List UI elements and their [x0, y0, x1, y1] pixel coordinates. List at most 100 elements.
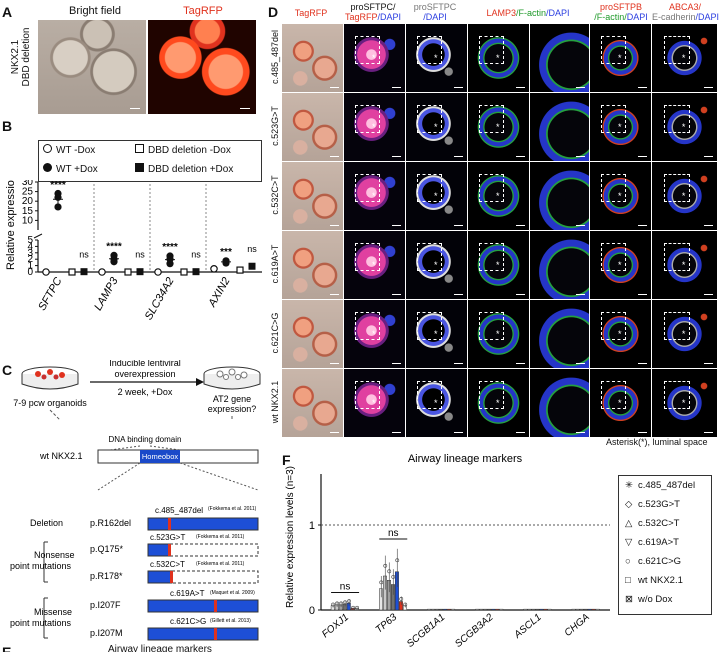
scale-bar: [516, 293, 525, 295]
col-header-line: ABCA3/: [668, 2, 701, 12]
i207m-bar: [147, 627, 259, 641]
bar: [338, 604, 343, 611]
luminal-space-asterisk: *: [434, 190, 438, 201]
scale-bar: [704, 224, 713, 226]
point-wt-minus-dox: [154, 268, 162, 276]
zoom-box: [600, 243, 627, 272]
i207f-protein: p.I207F: [90, 600, 121, 610]
zoom-box: [600, 381, 627, 410]
legend-item: ⊠ w/o Dox: [619, 590, 711, 609]
step-title-2: overexpression: [114, 369, 175, 379]
bar: [527, 608, 532, 611]
missense-group-1: Missense: [34, 607, 72, 617]
micrograph-tile: *: [652, 162, 717, 230]
zoom-box: [416, 381, 443, 410]
x-tick-label: SCGB1A1: [405, 612, 447, 650]
scale-bar: [330, 155, 339, 157]
point-wt-plus-dox: [222, 259, 230, 267]
luminal-space-asterisk: *: [681, 328, 686, 339]
col-header-prosftpc-dapi: proSFTPC /DAPI: [404, 2, 466, 22]
x-tick-label: TP63: [374, 612, 400, 636]
scale-bar: [576, 86, 585, 88]
scale-bar: [392, 431, 401, 433]
legend-item: ▽ c.619A>T: [619, 533, 711, 552]
scale-bar: [516, 362, 525, 364]
point-wt-plus-dox: [54, 203, 62, 211]
bar: [499, 608, 504, 611]
panel-a-row-label-2: DBD deletion: [21, 27, 32, 87]
q175-mutation: c.523G>T: [150, 533, 185, 542]
y-tick-label: 0: [309, 605, 315, 617]
r178-truncated: [171, 570, 259, 584]
panel-e-letter: E: [2, 644, 12, 652]
luminal-space-asterisk: *: [618, 328, 622, 339]
col-header-abca3: ABCA3/ E-cadherin/DAPI: [652, 2, 719, 22]
micrograph-tile: [282, 369, 343, 437]
zoom-box: [478, 243, 505, 272]
scale-bar: [240, 107, 250, 109]
significance-label: ****: [50, 180, 66, 191]
zoom-box: [663, 105, 691, 134]
panel-e-partial-title: Airway lineage markers: [108, 644, 212, 652]
luminal-space-asterisk: *: [496, 328, 500, 339]
legend-label: WT +Dox: [56, 164, 98, 175]
point-wt-minus-dox: [210, 265, 218, 273]
legend-item: □ wt NKX2.1: [619, 571, 711, 590]
col-header-dapi-part: /DAPI: [377, 12, 402, 22]
legend-label: DBD deletion -Dox: [148, 145, 231, 156]
q175-truncated: [169, 543, 259, 557]
zoom-box: [478, 105, 505, 134]
col-header-ecad-part: E-cadherin: [652, 12, 696, 22]
micrograph-tile: [282, 300, 343, 368]
zoom-box: [416, 36, 443, 65]
point-dbd-plus-dox: [136, 268, 144, 276]
arrow-head: [196, 378, 204, 386]
i207f-mutation: c.619A>T: [170, 589, 205, 598]
y-tick-label: 4: [27, 241, 33, 252]
luminal-space-asterisk: *: [372, 259, 376, 270]
x-tick-label: SCGB3A2: [453, 612, 496, 650]
row-label: wt NKX2.1: [270, 380, 280, 424]
scale-bar: [454, 155, 463, 157]
x-tick-label: CHGA: [563, 612, 592, 639]
zoom-box: [663, 243, 691, 272]
y-tick-label: 1: [27, 261, 33, 272]
luminal-space-asterisk: *: [372, 397, 376, 408]
legend-label: c.485_487del: [638, 480, 696, 491]
scale-bar: [638, 224, 647, 226]
x-tick-label: SFTPC: [36, 275, 64, 312]
legend-label: c.532C>T: [638, 518, 680, 529]
zoom-box: [663, 36, 691, 65]
zoom-box: [354, 174, 381, 203]
luminal-space-asterisk: *: [372, 121, 376, 132]
point-dbd-plus-dox: [192, 268, 200, 276]
significance-label: ****: [162, 242, 178, 253]
i207m-site: [214, 628, 217, 640]
x-tick-label: AXIN2: [206, 276, 233, 310]
deletion-group: Deletion: [30, 518, 63, 528]
luminal-space-asterisk: *: [372, 190, 376, 201]
micrograph-tile: *: [344, 300, 405, 368]
scale-bar: [638, 293, 647, 295]
bar: [591, 608, 596, 611]
scale-bar: [704, 293, 713, 295]
zoom-box: [478, 312, 505, 341]
zoom-box: [478, 381, 505, 410]
x-tick-label: LAMP3: [92, 275, 121, 313]
domain-label: DNA binding domain: [109, 435, 182, 444]
micrograph-tile: [282, 162, 343, 230]
micrograph-tile: [530, 93, 589, 161]
bar: [487, 608, 492, 611]
r178-bar: [147, 570, 173, 584]
scale-bar: [516, 224, 525, 226]
panel-d-letter: D: [268, 4, 279, 20]
i207m-protein: p.I207M: [90, 628, 123, 638]
scale-bar: [330, 362, 339, 364]
significance-label: ns: [79, 250, 89, 260]
scale-bar: [576, 431, 585, 433]
micrograph-tile: [282, 24, 343, 92]
legend-label: DBD deletion +Dox: [148, 164, 234, 175]
y-axis-label: Relative expression levels (n=3): [285, 466, 296, 608]
legend-marker-icon: ◇: [625, 499, 633, 510]
significance-label: ns: [135, 250, 145, 260]
